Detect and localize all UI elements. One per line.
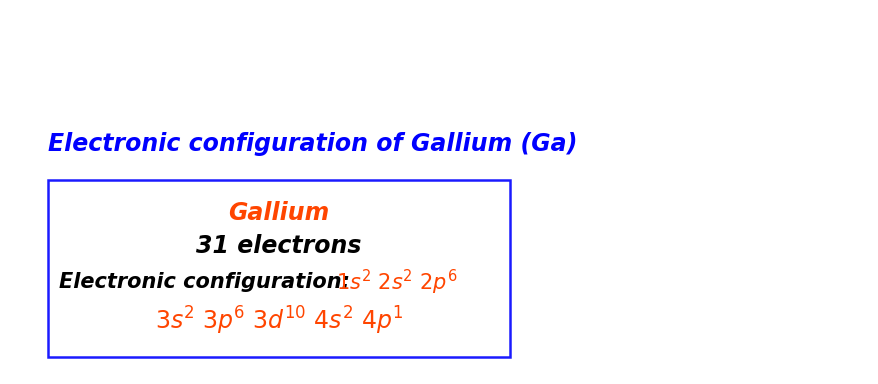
Text: Gallium: Gallium	[228, 201, 329, 225]
Text: 31 electrons: 31 electrons	[196, 234, 362, 258]
Text: Electronic configuration:: Electronic configuration:	[59, 272, 356, 292]
Text: $\mathbf{\mathit{3s^2\ 3p^6\ 3d^{10}\ 4s^2\ 4p^1}}$: $\mathbf{\mathit{3s^2\ 3p^6\ 3d^{10}\ 4s…	[155, 305, 403, 337]
Text: $\mathbf{\mathit{1s^2\ 2s^2\ 2p^6}}$: $\mathbf{\mathit{1s^2\ 2s^2\ 2p^6}}$	[335, 268, 457, 297]
FancyBboxPatch shape	[48, 180, 509, 357]
Text: Electronic configuration of Gallium (Ga): Electronic configuration of Gallium (Ga)	[48, 131, 577, 156]
